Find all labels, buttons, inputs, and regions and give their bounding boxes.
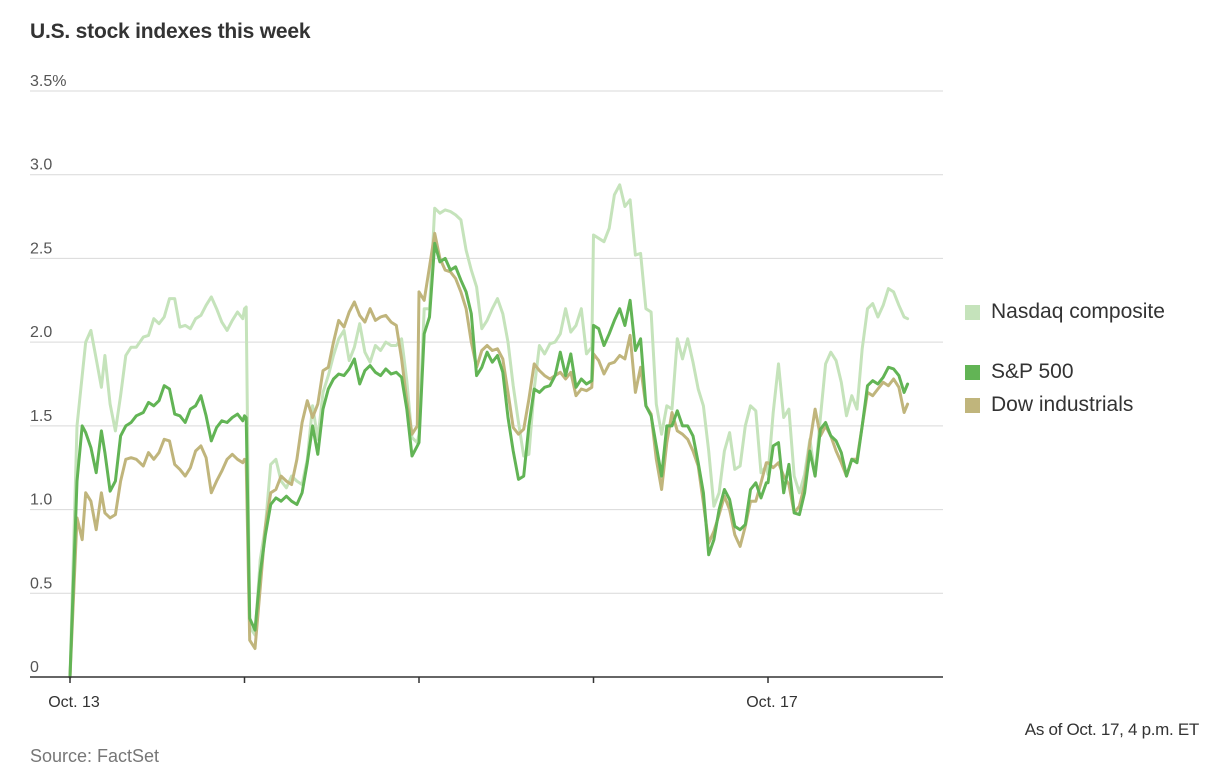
sp500-line	[68, 241, 910, 679]
legend-swatch-dow	[965, 397, 980, 413]
legend-item-nasdaq: Nasdaq composite	[965, 300, 1165, 324]
y-tick-label: 1.5	[30, 408, 52, 425]
legend-item-sp500: S&P 500	[965, 360, 1074, 384]
y-tick-label: 0	[30, 659, 39, 676]
y-tick-label: 3.0	[30, 157, 52, 174]
timestamp-note: As of Oct. 17, 4 p.m. ET	[1024, 720, 1200, 739]
legend-swatch-nasdaq	[965, 304, 980, 320]
dow-line	[68, 231, 910, 679]
x-tick-label: Oct. 13	[48, 694, 100, 711]
y-tick-label: 2.0	[30, 324, 52, 341]
y-tick-label: 0.5	[30, 575, 52, 592]
legend-label-nasdaq: Nasdaq composite	[991, 300, 1165, 323]
grid-layer	[30, 90, 943, 594]
legend-label-dow: Dow industrials	[991, 393, 1134, 416]
axis-layer: 0 0.5 1.0 1.5 2.0 2.5 3.0 3.5% Oct. 13 Oct. 17	[30, 73, 943, 711]
legend-swatch-sp500	[965, 364, 980, 380]
source-note: Source: FactSet	[30, 746, 160, 766]
legend-label-sp500: S&P 500	[991, 360, 1074, 383]
y-tick-label: 1.0	[30, 492, 52, 509]
x-tick-label: Oct. 17	[746, 694, 798, 711]
legend-item-dow: Dow industrials	[965, 393, 1133, 417]
series-layer	[68, 183, 910, 679]
y-tick-label: 2.5	[30, 240, 52, 257]
chart-title: U.S. stock indexes this week	[30, 20, 311, 43]
nasdaq-line	[68, 183, 910, 679]
y-tick-label: 3.5%	[30, 73, 66, 90]
